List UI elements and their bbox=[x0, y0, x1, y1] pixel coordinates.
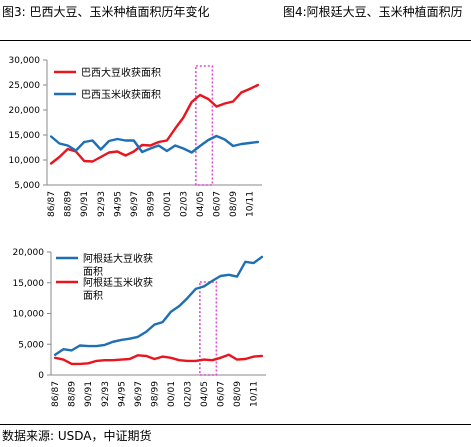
x-tick-label: 86/87 bbox=[47, 191, 57, 217]
x-tick-label: 88/89 bbox=[64, 191, 74, 217]
header-divider bbox=[0, 40, 471, 41]
series-line-1 bbox=[49, 83, 260, 165]
highlight-box bbox=[195, 65, 214, 186]
x-tick-label: 98/99 bbox=[150, 381, 160, 407]
legend-label-line: 面积 bbox=[83, 290, 103, 302]
legend-label-line: 面积 bbox=[83, 266, 103, 278]
x-tick-label: 96/97 bbox=[130, 191, 140, 217]
x-tick-label: 06/07 bbox=[217, 381, 227, 407]
legend-label-line: 阿根廷玉米收获 bbox=[83, 276, 153, 289]
y-tick-label: 25,000 bbox=[9, 81, 41, 91]
x-tick-label: 02/03 bbox=[179, 191, 189, 217]
data-source-note: 数据来源: USDA，中证期货 bbox=[2, 429, 152, 443]
y-tick-label: 15,000 bbox=[13, 279, 45, 289]
x-tick-label: 10/11 bbox=[250, 381, 260, 407]
brazil-area-chart: 5,000 10,000 15,000 20,000 25,000 30,000 86/87… bbox=[9, 56, 262, 217]
x-tick-label: 86/87 bbox=[51, 381, 61, 407]
y-tick-label: 20,000 bbox=[9, 106, 41, 116]
series-line-2 bbox=[53, 353, 264, 366]
x-tick-label: 88/89 bbox=[68, 381, 78, 407]
y-tick-label: 10,000 bbox=[13, 310, 45, 320]
x-tick-label: 92/93 bbox=[101, 381, 111, 407]
x-tick-label: 98/99 bbox=[146, 191, 156, 217]
y-tick-label: 5,000 bbox=[14, 181, 40, 191]
legend-label: 巴西玉米收获面积 bbox=[81, 88, 161, 101]
x-tick-label: 96/97 bbox=[134, 381, 144, 407]
series-line-2 bbox=[49, 134, 260, 154]
x-tick-label: 94/95 bbox=[113, 191, 123, 217]
x-tick-label: 08/09 bbox=[229, 191, 239, 217]
y-tick-label: 5,000 bbox=[18, 340, 44, 350]
y-tick-label: 10,000 bbox=[9, 156, 41, 166]
y-tick-label: 30,000 bbox=[9, 56, 41, 66]
x-tick-label: 04/05 bbox=[196, 191, 206, 217]
argentina-area-chart: 0 5,000 10,000 15,000 20,000 86/87 88/89 90/91 9… bbox=[13, 248, 266, 407]
x-tick-label: 90/91 bbox=[80, 191, 90, 217]
legend-label: 阿根廷大豆收获面积 bbox=[83, 252, 153, 278]
x-tick-label: 94/95 bbox=[117, 381, 127, 407]
figure-3-title: 图3: 巴西大豆、玉米种植面积历年变化 bbox=[2, 5, 210, 19]
legend-label: 阿根廷玉米收获面积 bbox=[83, 276, 153, 302]
x-tick-label: 00/01 bbox=[163, 191, 173, 217]
legend-label: 巴西大豆收获面积 bbox=[81, 66, 161, 79]
highlight-box bbox=[199, 281, 218, 376]
y-tick-label: 0 bbox=[38, 371, 44, 381]
x-tick-label: 06/07 bbox=[213, 191, 223, 217]
legend-label-line: 阿根廷大豆收获 bbox=[83, 252, 153, 265]
x-tick-label: 08/09 bbox=[233, 381, 243, 407]
y-tick-label: 20,000 bbox=[13, 248, 45, 258]
y-tick-label: 15,000 bbox=[9, 131, 41, 141]
x-tick-label: 90/91 bbox=[84, 381, 94, 407]
x-tick-label: 00/01 bbox=[167, 381, 177, 407]
footer-divider bbox=[0, 424, 471, 425]
x-tick-label: 02/03 bbox=[183, 381, 193, 407]
figure-4-title: 图4:阿根廷大豆、玉米种植面积历 bbox=[283, 5, 463, 19]
series-line-1 bbox=[53, 255, 264, 356]
x-tick-label: 04/05 bbox=[200, 381, 210, 407]
x-tick-label: 92/93 bbox=[97, 191, 107, 217]
x-tick-label: 10/11 bbox=[246, 191, 256, 217]
